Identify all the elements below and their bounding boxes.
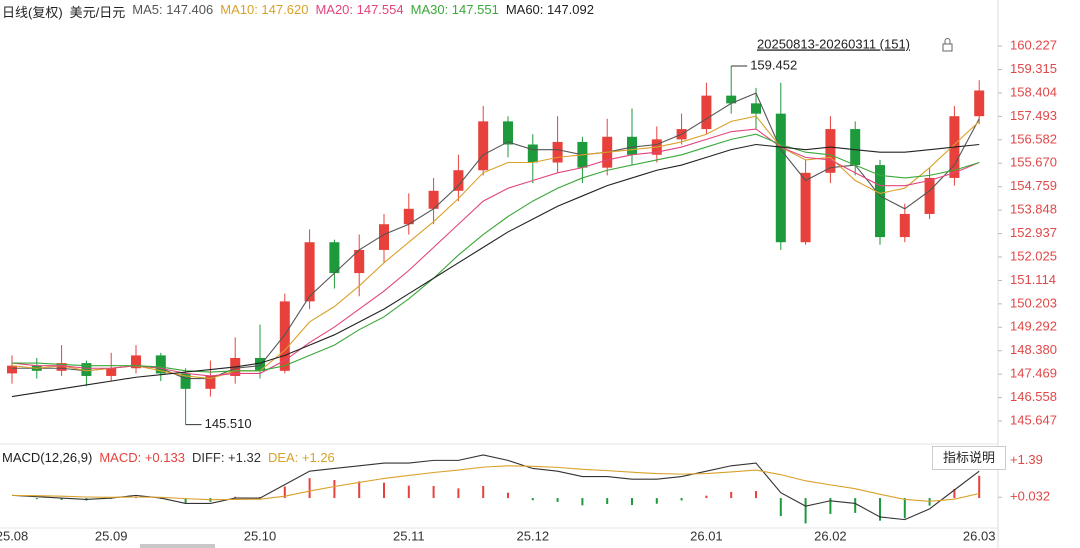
y-tick-label: 156.582	[1010, 131, 1057, 146]
candle-body	[875, 165, 885, 238]
y-tick-label: +1.39	[1010, 452, 1043, 467]
ma-line	[11, 128, 980, 377]
x-tick-label: 25.12	[517, 528, 550, 543]
candle-body	[7, 365, 17, 374]
ma-line	[12, 133, 980, 373]
candle-body	[155, 355, 166, 374]
candle-body	[726, 95, 737, 104]
macd-title: MACD(12,26,9)	[2, 450, 93, 465]
x-tick-label: 26.03	[963, 528, 996, 543]
candle-body	[304, 242, 315, 302]
candle-body	[180, 373, 191, 389]
legend-entry: DEA: +1.26	[267, 450, 335, 465]
macd-line	[11, 454, 980, 521]
legend-entry: MACD: +0.133	[99, 450, 185, 465]
x-tick-label: 25.10	[244, 528, 277, 543]
candle-body	[379, 224, 389, 250]
candle-body	[329, 242, 340, 274]
x-tick-label: 26.02	[814, 528, 847, 543]
lock-icon	[942, 38, 953, 52]
max-label: 159.452	[750, 57, 797, 72]
candle-body	[974, 90, 985, 117]
legend-entry: MA5: 147.406	[132, 2, 214, 17]
y-tick-label: 145.647	[1010, 412, 1057, 427]
candle-body	[825, 129, 836, 173]
candle-body	[106, 368, 117, 376]
x-tick-label: 25.11	[393, 528, 425, 543]
candle-body	[850, 129, 861, 166]
candle-body	[56, 363, 67, 371]
legend-entry: MA20: 147.554	[315, 2, 404, 17]
candle-body	[701, 95, 712, 130]
candle-body	[354, 249, 365, 274]
scrollbar[interactable]	[140, 544, 215, 548]
candle-body	[552, 141, 563, 163]
min-label: 145.510	[205, 416, 252, 431]
x-tick-label: 25.09	[95, 528, 128, 543]
y-tick-label: 153.848	[1010, 202, 1057, 217]
range-label: 20250813-20260311 (151)	[757, 36, 910, 51]
y-tick-label: 146.558	[1010, 389, 1057, 404]
candle-body	[453, 170, 464, 191]
y-tick-label: 151.114	[1010, 272, 1056, 287]
ma-line	[11, 143, 980, 398]
y-tick-label: 157.493	[1010, 108, 1057, 123]
candle-body	[403, 208, 414, 225]
y-tick-label: 149.292	[1010, 319, 1057, 334]
candle-body	[924, 177, 935, 214]
candle-body	[800, 172, 811, 243]
y-tick-label: +0.032	[1010, 489, 1050, 504]
candle-body	[279, 301, 290, 371]
legend-entry: MA30: 147.551	[410, 2, 499, 17]
x-tick-label: 25.08	[0, 528, 28, 543]
candle-body	[627, 136, 637, 155]
candle-body	[751, 103, 761, 114]
symbol-label: 美元/日元	[69, 5, 126, 20]
candle-body	[527, 144, 538, 163]
y-tick-label: 148.380	[1010, 342, 1057, 357]
candle-body	[503, 121, 513, 145]
candle-body	[899, 213, 910, 238]
macd-line	[11, 465, 980, 502]
candle-body	[255, 357, 265, 371]
candle-body	[478, 121, 489, 171]
y-tick-label: 152.025	[1010, 248, 1057, 263]
y-tick-label: 160.227	[1010, 38, 1057, 53]
indicator-help-button[interactable]: 指标说明	[932, 446, 1006, 470]
y-tick-label: 158.404	[1010, 84, 1057, 99]
macd-header: MACD(12,26,9) MACD: +0.133 DIFF: +1.32 DEA:…	[2, 450, 335, 465]
legend-entry: MA10: 147.620	[220, 2, 309, 17]
price-header: 日线(复权) 美元/日元 MA5: 147.406 MA10: 147.620 MA20…	[2, 2, 594, 21]
candle-body	[131, 355, 141, 369]
y-tick-label: 154.759	[1010, 178, 1057, 193]
y-tick-label: 159.315	[1010, 61, 1057, 76]
candle-body	[81, 363, 92, 376]
period-label: 日线(复权)	[2, 5, 63, 20]
legend-entry: MA60: 147.092	[505, 2, 594, 17]
y-tick-label: 150.203	[1010, 295, 1057, 310]
candle-body	[775, 113, 786, 243]
y-tick-label: 147.469	[1010, 366, 1057, 381]
candle-body	[205, 375, 216, 389]
x-tick-label: 26.01	[690, 528, 723, 543]
legend-entry: DIFF: +1.32	[191, 450, 261, 465]
candle-body	[428, 190, 439, 209]
y-tick-label: 152.937	[1010, 225, 1057, 240]
y-tick-label: 155.670	[1010, 155, 1057, 170]
